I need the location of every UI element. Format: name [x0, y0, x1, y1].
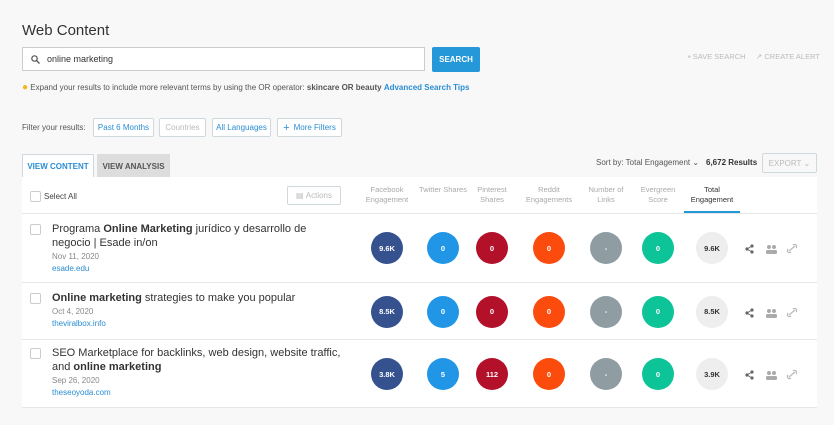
plus-icon: +	[283, 121, 290, 134]
metric-circle: 0	[533, 295, 565, 328]
column-header[interactable]: Total Engagement	[690, 185, 734, 204]
save-search-label: SAVE SEARCH	[692, 52, 746, 61]
article-title[interactable]: Online marketing strategies to make you …	[52, 291, 344, 305]
actions-button[interactable]: ▤ Actions	[287, 186, 341, 205]
metric-circle: 0	[476, 295, 508, 328]
save-search[interactable]: ▪ SAVE SEARCH	[688, 52, 746, 61]
create-alert-label: CREATE ALERT	[764, 52, 820, 61]
metric-circle: 0	[642, 232, 674, 264]
row-checkbox[interactable]	[30, 293, 41, 304]
filter-button[interactable]: + More Filters	[277, 118, 342, 137]
search-input[interactable]: online marketing	[22, 47, 425, 71]
article-title[interactable]: Programa Online Marketing jurídico y des…	[52, 222, 344, 250]
result-row: SEO Marketplace for backlinks, web desig…	[22, 340, 817, 408]
filter-button[interactable]: All Languages	[212, 118, 271, 137]
tab[interactable]: VIEW ANALYSIS	[97, 154, 170, 178]
title-segment: Online Marketing	[103, 223, 193, 235]
metric-circle: -	[590, 295, 622, 328]
column-header[interactable]: Evergreen Score	[640, 185, 676, 204]
filter-label: More Filters	[293, 123, 336, 132]
active-column-underline	[684, 211, 740, 213]
metric-circle: 9.6K	[371, 232, 403, 264]
action-icons[interactable]	[744, 307, 804, 319]
filter-label: Past 6 Months	[97, 123, 150, 132]
metric-circle: 5	[427, 358, 459, 390]
title-segment: Online marketing	[52, 292, 142, 304]
metric-circle: 0	[427, 232, 459, 264]
title-segment: online marketing	[73, 361, 162, 373]
filter-label: Countries	[165, 123, 200, 132]
create-alert[interactable]: ↗ CREATE ALERT	[756, 52, 820, 61]
article-domain[interactable]: theseoyoda.com	[52, 388, 111, 397]
metric-circle: 0	[642, 358, 674, 390]
title-segment: jurídico y desarrollo de negocio | Esade…	[52, 223, 307, 249]
metric-circle: 3.8K	[371, 358, 403, 390]
page-title: Web Content	[22, 22, 110, 39]
action-icons[interactable]	[744, 243, 804, 255]
metric-circle: 0	[642, 295, 674, 328]
metric-circle: 3.9K	[696, 358, 728, 390]
column-header[interactable]: Reddit Engagements	[525, 185, 573, 204]
filter-label: All Languages	[216, 123, 267, 132]
metric-circle: 112	[476, 358, 508, 390]
export-button[interactable]: EXPORT ⌄	[762, 153, 817, 173]
title-segment: SEO Marketplace for backlinks, web desig…	[52, 347, 341, 373]
article-date: Sep 26, 2020	[52, 376, 100, 385]
tip-example: skincare OR beauty	[306, 83, 382, 92]
column-header[interactable]: Facebook Engagement	[365, 185, 409, 204]
search-query: online marketing	[47, 54, 114, 64]
metric-circle: 0	[427, 295, 459, 328]
results-table: Select All ▤ Actions Facebook Engagement…	[22, 177, 817, 408]
column-header[interactable]: Pinterest Shares	[477, 185, 507, 204]
sort[interactable]: Sort by: Total Engagement ⌄	[596, 158, 700, 167]
select-all-checkbox[interactable]	[30, 191, 41, 202]
export-label: EXPORT	[768, 158, 802, 168]
article-title[interactable]: SEO Marketplace for backlinks, web desig…	[52, 346, 344, 374]
results-count: 6,672 Results	[706, 158, 758, 167]
sort-label: Sort by: Total Engagement	[596, 158, 691, 167]
filter-button[interactable]: Past 6 Months	[93, 118, 154, 137]
title-segment: Programa	[52, 223, 104, 235]
row-actions	[744, 368, 804, 380]
action-icons[interactable]	[744, 369, 804, 381]
article-date: Oct 4, 2020	[52, 307, 94, 316]
result-row: Online marketing strategies to make you …	[22, 283, 817, 340]
result-row: Programa Online Marketing jurídico y des…	[22, 213, 817, 283]
search-icon	[31, 55, 40, 64]
metric-circle: 0	[533, 232, 565, 264]
filter-label: Filter your results:	[22, 123, 86, 132]
metric-circle: 0	[476, 232, 508, 264]
title-segment: strategies to make you popular	[141, 292, 296, 304]
filter-button[interactable]: Countries	[159, 118, 206, 137]
row-checkbox[interactable]	[30, 348, 41, 359]
column-header[interactable]: Number of Links	[588, 185, 624, 204]
tip-text: Expand your results to include more rele…	[30, 83, 305, 92]
actions-label: Actions	[305, 191, 332, 200]
row-checkbox[interactable]	[30, 224, 41, 235]
article-domain[interactable]: theviralbox.info	[52, 319, 106, 328]
tip: ● Expand your results to include more re…	[22, 82, 469, 93]
tip-link[interactable]: Advanced Search Tips	[383, 83, 470, 92]
metric-circle: -	[590, 232, 622, 264]
article-date: Nov 11, 2020	[52, 252, 99, 261]
select-all: Select All	[44, 192, 77, 201]
metric-circle: 0	[533, 358, 565, 390]
metric-circle: 8.5K	[696, 295, 728, 328]
metric-circle: 9.6K	[696, 232, 728, 264]
metric-circle: -	[590, 358, 622, 390]
header-divider	[22, 213, 817, 214]
row-actions	[744, 242, 804, 254]
tip-icon: ●	[22, 82, 29, 93]
tab[interactable]: VIEW CONTENT	[22, 154, 94, 178]
row-actions	[744, 306, 804, 318]
article-domain[interactable]: esade.edu	[52, 264, 90, 273]
column-header[interactable]: Twitter Shares	[419, 185, 467, 194]
metric-circle: 8.5K	[371, 295, 403, 328]
search-button[interactable]: SEARCH	[432, 47, 480, 72]
